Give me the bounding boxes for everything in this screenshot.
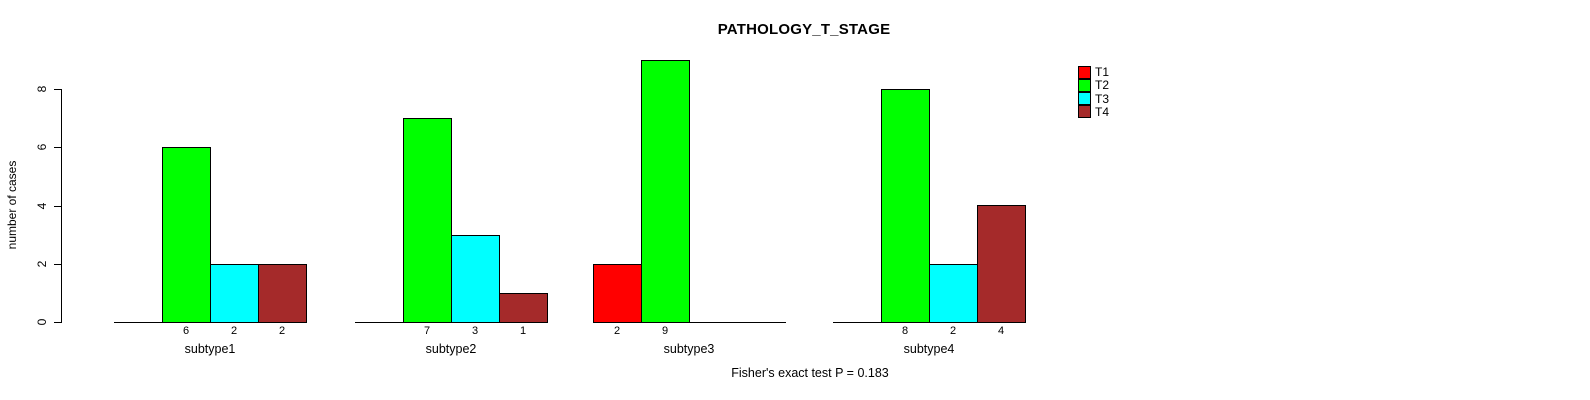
legend-swatch-t4 [1078, 105, 1091, 119]
bar-value-label-t3-subtype4: 2 [949, 325, 957, 337]
y-tick [54, 263, 61, 265]
x-category-label-subtype1: subtype1 [184, 342, 236, 356]
legend-swatch-t3 [1078, 92, 1091, 106]
x-category-label-subtype3: subtype3 [663, 342, 715, 356]
chart-title: PATHOLOGY_T_STAGE [717, 21, 891, 38]
bar-t2-subtype4 [881, 89, 930, 323]
fisher-test-annotation: Fisher's exact test P = 0.183 [731, 366, 889, 380]
y-tick-label: 8 [35, 85, 49, 93]
legend-swatch-t1 [1078, 65, 1091, 79]
bar-value-label-t2-subtype4: 8 [901, 325, 909, 337]
bar-t1-subtype3 [593, 264, 642, 323]
y-tick-label: 4 [35, 202, 49, 209]
legend-label-t1: T1 [1095, 65, 1110, 79]
y-axis-title: number of cases [5, 160, 19, 250]
x-category-label-subtype4: subtype4 [903, 342, 955, 356]
bar-value-label-t4-subtype4: 4 [997, 325, 1005, 337]
bar-value-label-t2-subtype1: 6 [182, 325, 190, 337]
bar-t3-subtype2 [451, 235, 500, 323]
y-tick [54, 147, 61, 149]
bar-value-label-t2-subtype3: 9 [661, 325, 669, 337]
y-tick-label: 2 [35, 260, 49, 268]
bar-t4-subtype4 [977, 205, 1026, 323]
y-tick [54, 322, 61, 323]
bar-t3-subtype1 [210, 264, 259, 323]
bar-value-label-t3-subtype2: 3 [471, 325, 479, 337]
bar-t2-subtype3 [641, 60, 690, 323]
bar-value-label-t3-subtype1: 2 [230, 325, 238, 337]
bar-value-label-t4-subtype2: 1 [519, 325, 527, 337]
legend-label-t4: T4 [1095, 104, 1110, 119]
y-tick [54, 205, 61, 207]
y-tick [54, 89, 61, 90]
bar-t4-subtype2 [499, 293, 548, 323]
bar-value-label-t4-subtype1: 2 [278, 325, 286, 337]
bar-t3-subtype4 [929, 264, 978, 323]
y-tick-label: 6 [35, 143, 49, 151]
legend-swatch-t2 [1078, 78, 1091, 92]
bar-t2-subtype1 [162, 147, 211, 323]
bar-value-label-t1-subtype3: 2 [613, 325, 621, 337]
y-tick-label: 0 [35, 318, 49, 326]
bar-t2-subtype2 [403, 118, 452, 323]
bar-value-label-t2-subtype2: 7 [423, 325, 431, 337]
x-category-label-subtype2: subtype2 [425, 342, 477, 356]
legend-label-t2: T2 [1095, 78, 1110, 93]
y-axis-line [61, 89, 62, 323]
bar-t4-subtype1 [258, 264, 307, 323]
legend-label-t3: T3 [1095, 91, 1110, 106]
